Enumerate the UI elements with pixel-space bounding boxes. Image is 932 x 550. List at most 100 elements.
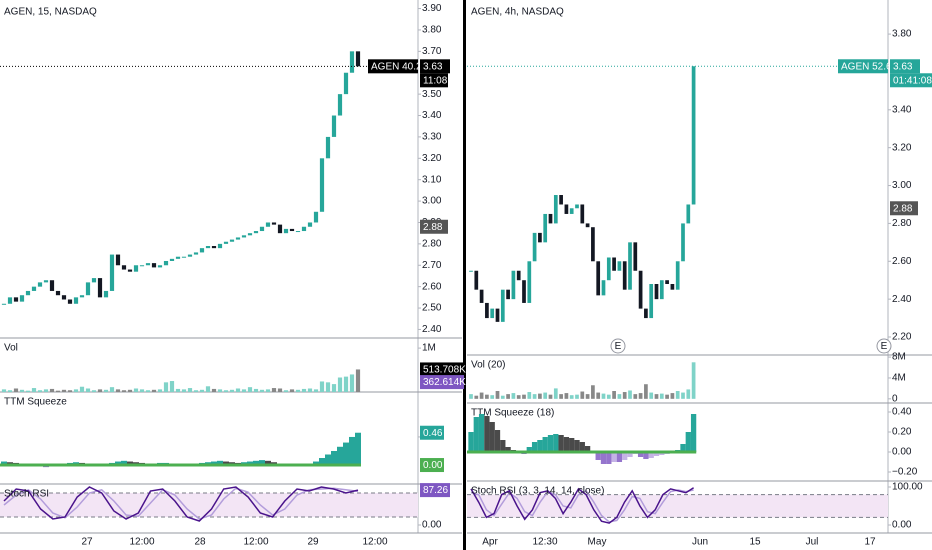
squeeze-zero-label: 0.00 <box>423 460 443 471</box>
pane-label: Vol (20) <box>471 360 505 371</box>
volume-bar <box>229 389 235 392</box>
candle <box>591 227 595 262</box>
candle <box>665 280 669 284</box>
y-tick-label: 3.20 <box>422 153 442 164</box>
volume-bar <box>500 395 505 399</box>
volume-bar <box>211 388 217 392</box>
squeeze-bar <box>265 460 271 466</box>
volume-bar <box>157 389 163 392</box>
candle <box>169 258 175 261</box>
ref-price-label-box <box>890 201 918 216</box>
candle <box>25 290 31 296</box>
squeeze-bar <box>505 447 511 452</box>
candle <box>313 211 319 223</box>
volume-bar <box>103 389 109 392</box>
volume-bar <box>25 390 31 392</box>
countdown: 11:08 <box>423 75 448 86</box>
volume-bar <box>241 389 247 392</box>
candle <box>43 280 49 283</box>
stoch-last: 87.26 <box>423 485 448 496</box>
candle <box>617 261 622 271</box>
y-tick-label: 2.50 <box>422 303 442 314</box>
volume-bar <box>139 389 145 392</box>
y-tick-label: 3.80 <box>422 25 442 36</box>
y-tick-label: 3.00 <box>892 180 912 191</box>
candle <box>638 270 643 309</box>
squeeze-bar <box>259 460 265 466</box>
squeeze-bar <box>653 452 660 456</box>
volume-bar <box>73 389 79 392</box>
ref-price-label: 2.88 <box>893 203 913 214</box>
squeeze-bar <box>121 460 127 466</box>
volume-bar <box>145 390 151 392</box>
candle <box>527 261 532 303</box>
volume-bar <box>79 386 85 392</box>
candle <box>612 257 616 271</box>
candle <box>61 295 67 300</box>
candle <box>511 270 516 300</box>
candle <box>139 265 145 267</box>
y-tick-label: 0 <box>892 393 898 404</box>
squeeze-bar <box>600 452 607 464</box>
candle <box>163 260 169 266</box>
x-tick-label: 27 <box>81 537 93 548</box>
volume-bar <box>591 385 595 399</box>
candle <box>91 278 97 283</box>
squeeze-zero-label-box <box>420 458 444 473</box>
candle <box>474 270 479 290</box>
volume-bar <box>121 390 127 392</box>
y-tick-label: 0.00 <box>892 520 912 531</box>
volume-bar <box>265 389 271 392</box>
volume-bar <box>181 389 187 392</box>
squeeze-bar <box>253 460 259 466</box>
candle <box>121 265 127 270</box>
y-tick-label: 2.80 <box>892 218 912 229</box>
volume-bar <box>283 390 289 392</box>
volume-bar <box>115 389 121 392</box>
squeeze-bar <box>500 440 506 452</box>
volume-bar <box>295 389 301 392</box>
volume-bar <box>681 392 685 399</box>
price-tag: AGEN 52.67% <box>841 61 906 72</box>
y-tick-label: 0.40 <box>892 407 912 418</box>
candle <box>259 226 265 232</box>
y-tick-label: 3.40 <box>422 110 442 121</box>
volume-bar <box>331 384 337 392</box>
y-tick-label: 3.00 <box>422 196 442 207</box>
x-tick-label: May <box>588 537 607 548</box>
y-tick-label: 2.70 <box>422 260 442 271</box>
volume-bar <box>506 394 510 399</box>
last-price-label: 3.63 <box>893 61 913 72</box>
candle <box>301 226 307 232</box>
candle <box>681 223 685 262</box>
candle <box>659 280 664 300</box>
candle <box>548 213 553 224</box>
volume-bar <box>319 381 325 392</box>
candle <box>596 261 601 296</box>
candle <box>559 195 563 205</box>
volume-bar <box>686 389 691 399</box>
candle <box>49 280 55 291</box>
countdown-box <box>890 73 932 88</box>
volume-bar <box>151 389 157 392</box>
candle <box>649 284 654 319</box>
candle <box>31 286 37 291</box>
y-tick-label: 2.40 <box>892 294 912 305</box>
y-tick-label: 3.20 <box>892 142 912 153</box>
pane-label: Vol <box>4 343 18 354</box>
candle <box>622 261 627 290</box>
y-tick-label: 1M <box>422 343 436 354</box>
candle <box>73 297 79 304</box>
chart-title: AGEN, 4h, NASDAQ <box>471 7 564 18</box>
squeeze-bar <box>1 461 7 466</box>
volume-bar <box>289 389 295 392</box>
volume-bar <box>277 388 283 392</box>
x-tick-label: 12:00 <box>243 537 268 548</box>
pane-label: Stoch RSI <box>4 489 49 500</box>
volume-bar <box>633 394 638 399</box>
squeeze-bar <box>537 440 543 452</box>
y-tick-label: 100.00 <box>892 482 923 493</box>
volume-bar <box>49 388 55 392</box>
